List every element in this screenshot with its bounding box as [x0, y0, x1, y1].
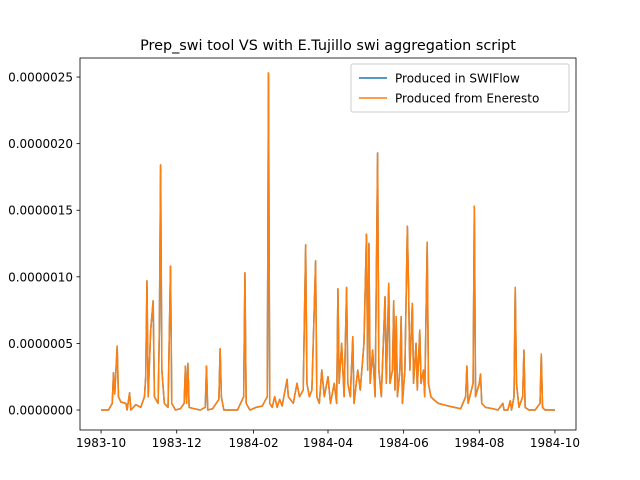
y-tick-label: 0.0000015 — [8, 204, 73, 218]
x-tick-label: 1984-02 — [229, 436, 279, 450]
axes-frame — [79, 57, 577, 431]
y-tick-label: 0.0000020 — [8, 137, 73, 151]
chart-title: Prep_swi tool VS with E.Tujillo swi aggr… — [140, 38, 516, 54]
y-tick-label: 0.0000000 — [8, 404, 73, 418]
y-tick-label: 0.0000010 — [8, 270, 73, 284]
legend-label: Produced from Eneresto — [395, 92, 539, 106]
x-tick-label: 1984-10 — [530, 436, 580, 450]
x-tick-label: 1984-04 — [303, 436, 353, 450]
y-tick-label: 0.0000005 — [8, 337, 73, 351]
x-tick-label: 1984-06 — [379, 436, 429, 450]
x-tick-label: 1983-10 — [76, 436, 126, 450]
legend-label: Produced in SWIFlow — [395, 72, 520, 86]
y-tick-label: 0.0000025 — [8, 71, 73, 85]
x-tick-label: 1983-12 — [152, 436, 202, 450]
x-tick-label: 1984-08 — [454, 436, 504, 450]
series-line — [101, 72, 555, 411]
legend-box — [350, 63, 570, 113]
